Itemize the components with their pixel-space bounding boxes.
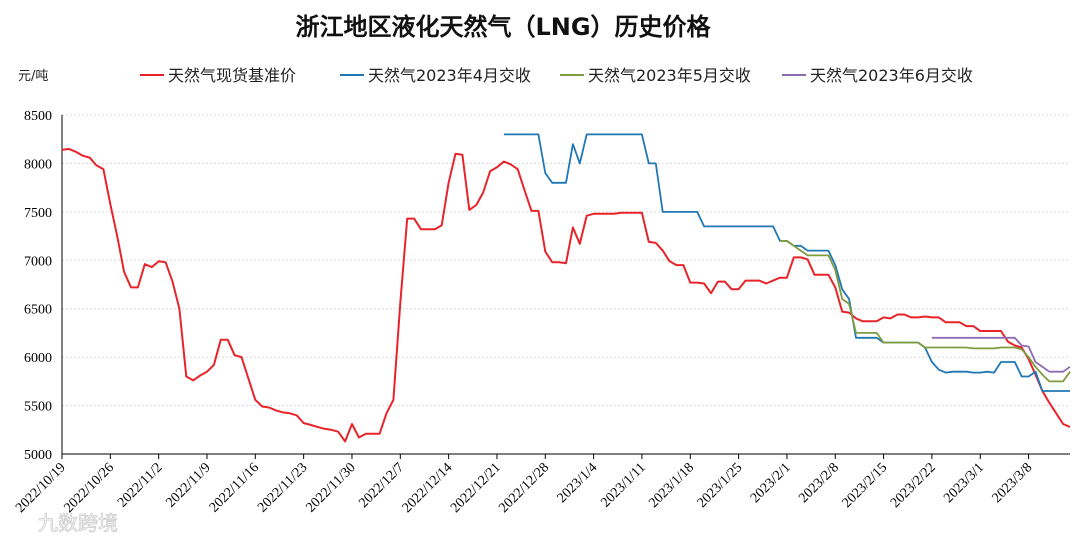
x-tick-label: 2022/10/26	[61, 460, 117, 516]
x-tick-label: 2023/1/4	[555, 460, 601, 506]
x-tick-label: 2023/3/8	[990, 460, 1036, 506]
series-line-3	[931, 336, 1071, 373]
x-tick-label: 2022/11/9	[163, 460, 213, 510]
x-tick-label: 2022/12/14	[400, 460, 456, 516]
x-tick-label: 2022/10/19	[13, 460, 69, 516]
y-tick-label: 5000	[24, 448, 52, 463]
y-unit-label: 元/吨	[18, 69, 48, 84]
x-tick-label: 2022/11/23	[255, 460, 310, 515]
y-tick-label: 7000	[24, 254, 52, 269]
x-tick-label: 2022/11/2	[115, 460, 165, 510]
x-tick-label: 2023/2/22	[888, 460, 939, 511]
legend: 天然气现货基准价 天然气2023年4月交收 天然气2023年5月交收 天然气2023年…	[140, 66, 973, 85]
chart-title: 浙江地区液化天然气（LNG）历史价格	[295, 13, 711, 41]
series-lines	[61, 133, 1071, 443]
y-axis-ticks: 5000 5500 6000 6500 7000 7500 8000 8500	[24, 109, 52, 463]
x-tick-label: 2023/3/1	[941, 460, 987, 506]
y-tick-label: 8500	[24, 109, 52, 124]
watermark: 九数跨境	[38, 511, 118, 535]
x-tick-label: 2023/1/18	[646, 460, 697, 511]
x-tick-label: 2022/11/30	[303, 460, 358, 515]
y-tick-label: 6000	[24, 351, 52, 366]
x-axis-ticks: 2022/10/192022/10/262022/11/22022/11/920…	[13, 115, 1035, 516]
y-tick-label: 8000	[24, 157, 52, 172]
series-line-1	[503, 133, 1070, 392]
grid-lines	[62, 114, 1070, 407]
x-tick-label: 2023/1/11	[598, 460, 648, 510]
x-tick-label: 2023/1/25	[695, 460, 746, 511]
y-tick-label: 5500	[24, 400, 52, 415]
y-tick-label: 7500	[24, 206, 52, 221]
legend-label-2: 天然气2023年5月交收	[588, 66, 751, 85]
x-tick-label: 2022/12/28	[496, 460, 552, 516]
x-tick-label: 2023/2/15	[840, 460, 891, 511]
series-line-0	[61, 147, 1071, 443]
x-tick-label: 2023/2/8	[796, 460, 842, 506]
legend-label-3: 天然气2023年6月交收	[810, 66, 973, 85]
legend-label-1: 天然气2023年4月交收	[368, 66, 531, 85]
series-line-2	[780, 240, 1071, 383]
x-tick-label: 2023/2/1	[748, 460, 794, 506]
x-tick-label: 2022/12/7	[356, 460, 407, 511]
y-tick-label: 6500	[24, 303, 52, 318]
x-tick-label: 2022/11/16	[207, 460, 262, 515]
x-tick-label: 2022/12/21	[448, 460, 504, 516]
legend-label-0: 天然气现货基准价	[168, 66, 296, 85]
